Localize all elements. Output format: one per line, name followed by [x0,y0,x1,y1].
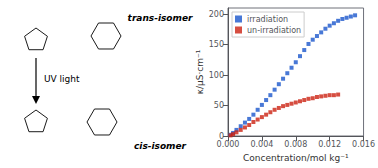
svg-text:trans-isomer: trans-isomer [128,13,193,23]
svg-text:0.000: 0.000 [217,140,240,149]
svg-text:0.016: 0.016 [352,140,375,149]
svg-text:150: 150 [209,40,224,49]
svg-text:0: 0 [218,131,224,141]
svg-text:0.008: 0.008 [284,140,307,149]
svg-text:UV light: UV light [44,74,80,84]
svg-text:0.004: 0.004 [250,140,273,149]
svg-text:Concentration/mol kg⁻¹: Concentration/mol kg⁻¹ [243,153,349,163]
svg-text:100: 100 [209,71,224,80]
svg-text:irradiation: irradiation [247,15,288,24]
svg-text:0.012: 0.012 [318,140,341,149]
svg-text:κ/μS·cm⁻¹: κ/μS·cm⁻¹ [195,49,205,94]
svg-text:cis-isomer: cis-isomer [134,141,187,151]
svg-text:un-irradiation: un-irradiation [247,26,301,35]
svg-text:50: 50 [214,101,224,110]
svg-text:200: 200 [209,10,224,19]
